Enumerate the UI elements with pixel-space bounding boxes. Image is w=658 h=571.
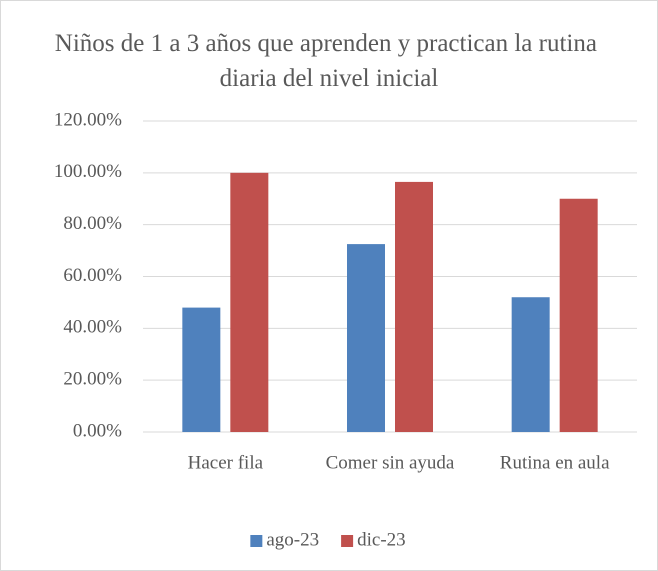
y-tick-label: 80.00% <box>63 213 122 234</box>
legend-swatch <box>341 535 354 547</box>
y-tick-label: 60.00% <box>63 265 122 286</box>
chart-title: Niños de 1 a 3 años que aprenden y pract… <box>55 30 603 92</box>
bar <box>347 244 385 432</box>
legend-label: dic-23 <box>357 529 406 550</box>
bar <box>395 181 433 432</box>
x-tick-label: Rutina en aula <box>500 452 610 473</box>
y-tick-label: 20.00% <box>63 369 122 390</box>
bar <box>511 297 550 432</box>
x-tick-label: Comer sin ayuda <box>326 452 455 473</box>
legend-label: ago-23 <box>266 529 319 550</box>
y-tick-label: 40.00% <box>63 317 122 338</box>
bar <box>230 172 269 433</box>
x-tick-label: Hacer fila <box>188 452 264 473</box>
y-tick-label: 120.00% <box>54 109 122 130</box>
bar <box>182 307 221 432</box>
y-tick-label: 0.00% <box>73 420 122 441</box>
y-tick-label: 100.00% <box>54 161 122 182</box>
legend-swatch <box>250 535 263 547</box>
bar <box>559 198 598 432</box>
